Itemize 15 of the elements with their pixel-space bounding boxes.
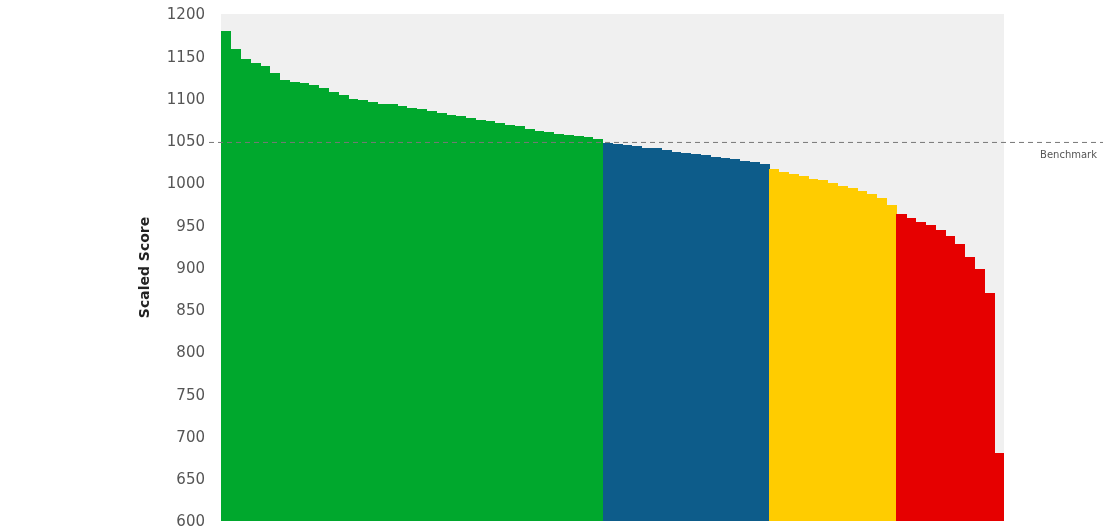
y-tick-label: 1150 <box>166 47 205 66</box>
y-axis-title: Scaled Score <box>136 216 152 319</box>
y-tick-label: 850 <box>176 301 205 319</box>
y-tick-label: 650 <box>176 470 205 488</box>
y-tick-label: 1200 <box>166 5 205 24</box>
y-tick-label: 1100 <box>166 89 205 108</box>
y-tick-label: 700 <box>176 427 205 446</box>
y-tick-label: 800 <box>176 343 205 362</box>
y-tick-label: 1050 <box>166 132 205 150</box>
y-tick-label: 600 <box>176 512 205 529</box>
y-tick-label: 950 <box>176 216 205 235</box>
y-tick-label: 1000 <box>166 174 205 193</box>
y-tick-label: 750 <box>176 385 205 404</box>
y-tick-label: 900 <box>176 258 205 277</box>
ref-line-label: Benchmark <box>1040 149 1098 161</box>
